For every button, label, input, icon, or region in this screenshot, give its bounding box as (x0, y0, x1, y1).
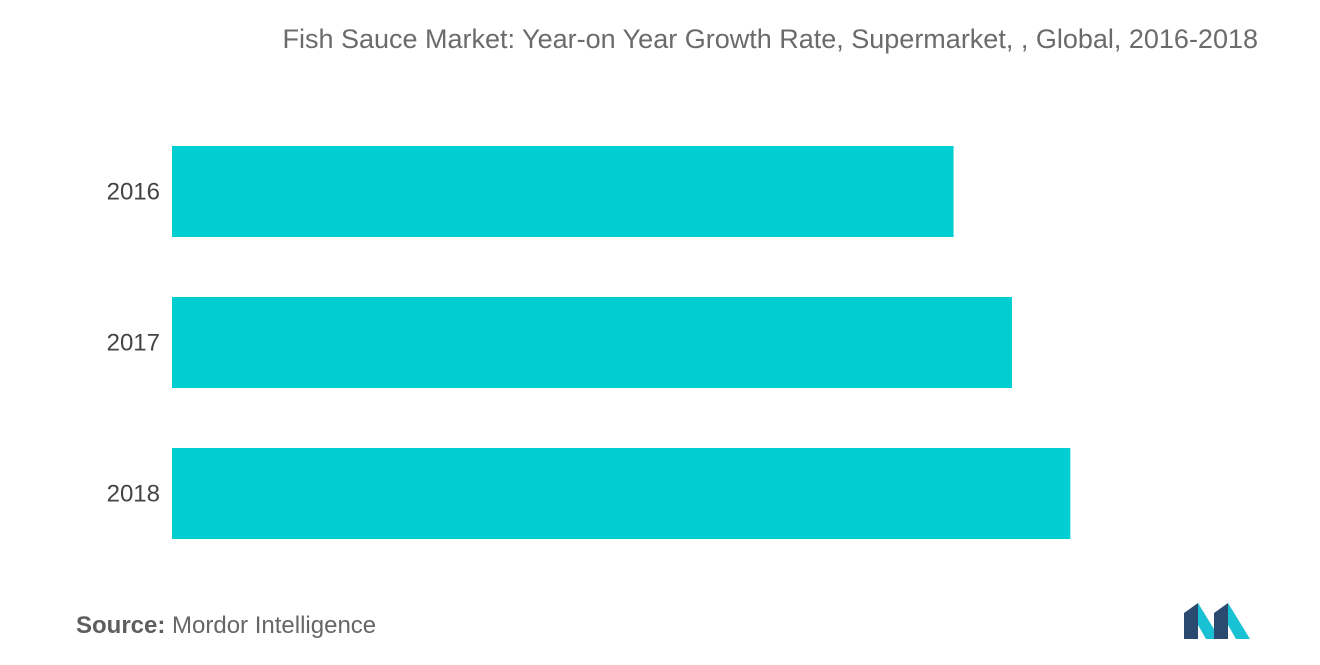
logo-left-bar (1184, 603, 1198, 639)
logo-right-diagonal (1228, 603, 1250, 639)
source-text: Mordor Intelligence (172, 612, 377, 639)
bar-2018 (172, 448, 1071, 539)
chart-title: Fish Sauce Market: Year-on Year Growth R… (282, 24, 1258, 54)
bar-2016 (172, 146, 954, 237)
bars-layer (172, 146, 1071, 539)
source-label: Source: (76, 612, 166, 639)
logo-right-bar (1214, 603, 1228, 639)
category-label-2017: 2017 (107, 330, 160, 357)
mordor-intelligence-logo-icon (1184, 603, 1250, 639)
category-label-2018: 2018 (107, 481, 160, 508)
category-label-2016: 2016 (107, 179, 160, 206)
bar-2017 (172, 297, 1012, 388)
source-note: Source: Mordor Intelligence (76, 612, 376, 640)
category-labels-layer: 2016 2017 2018 (107, 179, 160, 508)
